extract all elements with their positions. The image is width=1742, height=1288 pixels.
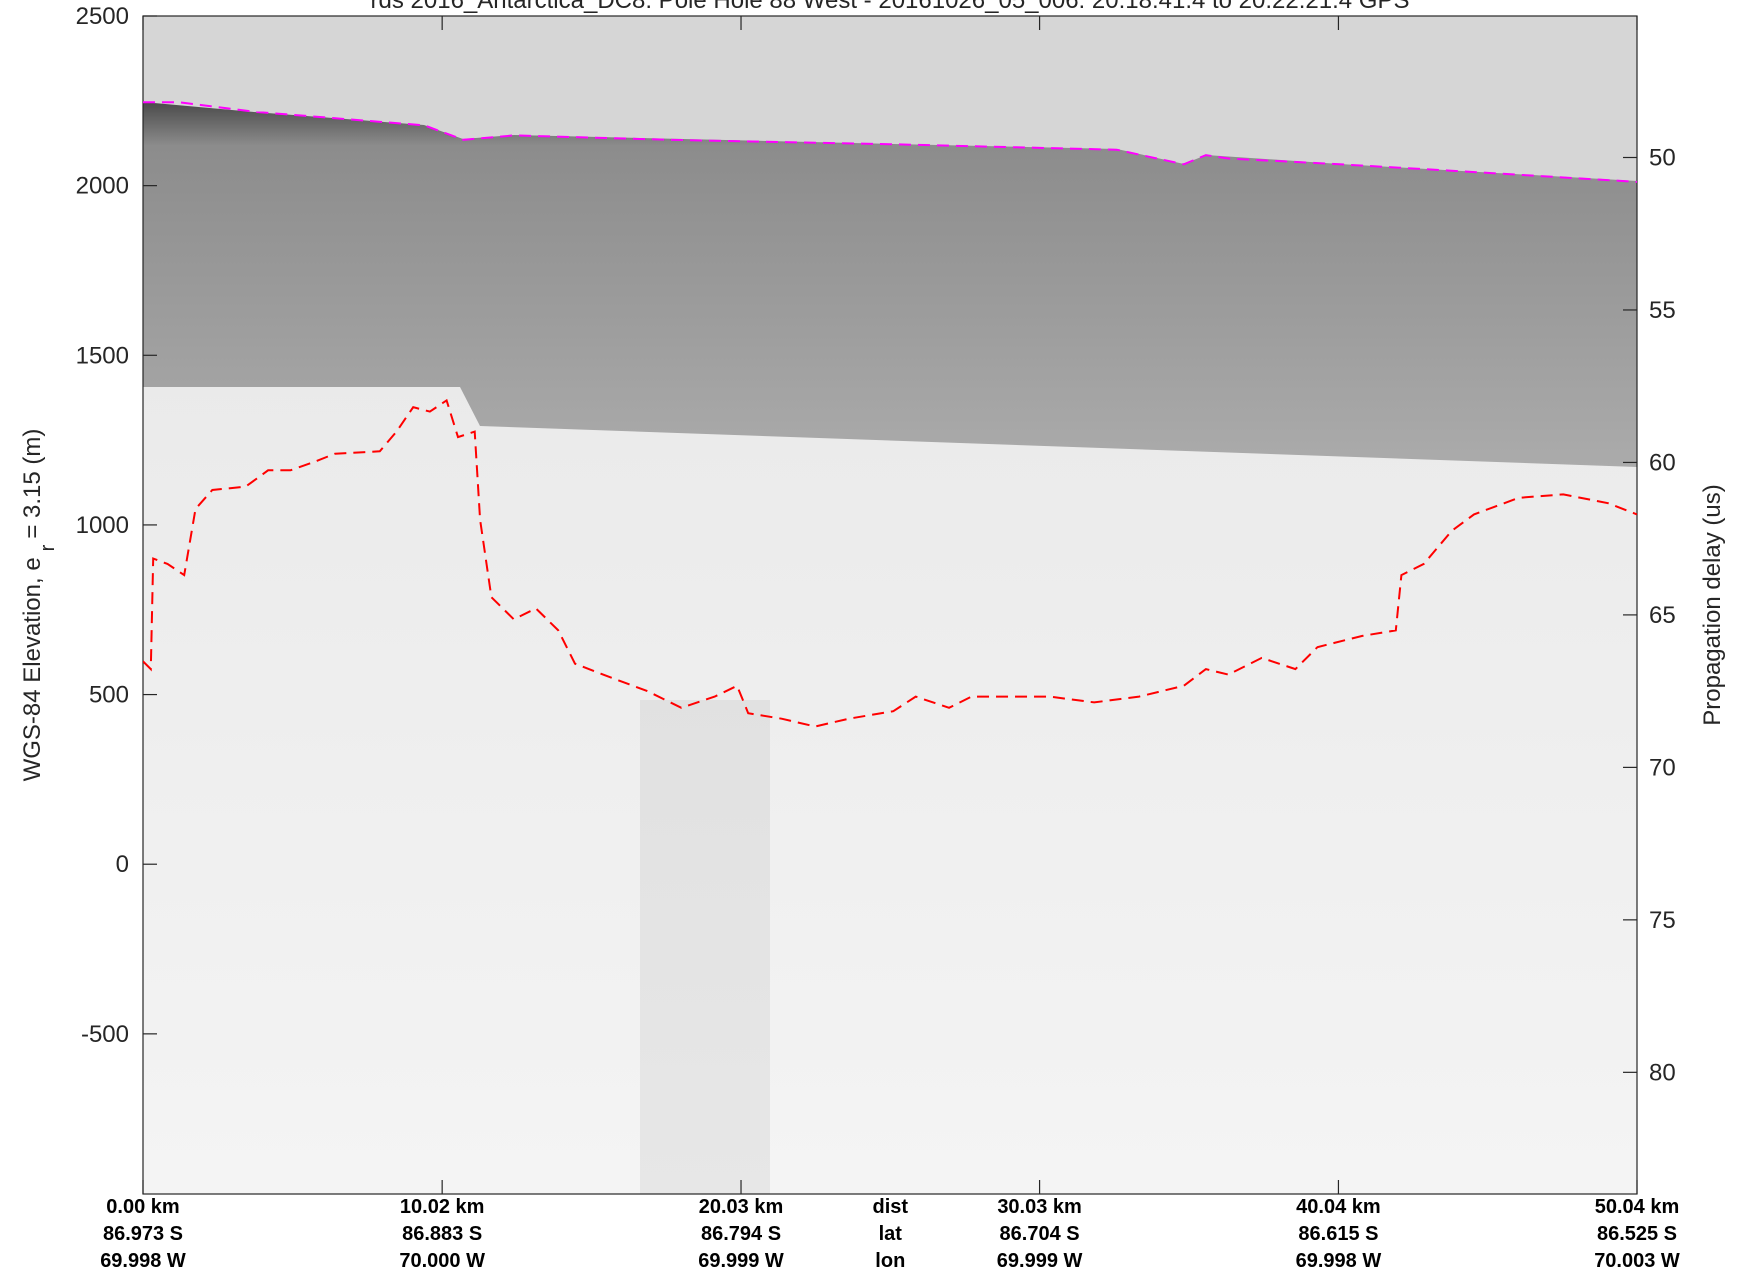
y2-tick-label: 60 [1649,449,1676,476]
y-tick-label: 0 [116,851,129,878]
y-tick-label: -500 [81,1021,129,1048]
y2-tick-label: 75 [1649,907,1676,934]
x-tick-label: 10.02 km [400,1196,485,1218]
x-tick-label: 86.704 S [1000,1223,1080,1245]
layer-line [143,398,1637,728]
x-tick-label: 40.04 km [1296,1196,1381,1218]
y-tick-label: 2000 [76,173,129,200]
x-tick-label: 69.999 W [997,1250,1083,1272]
y-axis-label: WGS-84 Elevation, e r = 3.15 (m) [19,429,59,782]
y-label-sub: r [37,544,59,551]
x-tick-label: 86.525 S [1597,1223,1677,1245]
y2-tick-label: 65 [1649,602,1676,629]
y-tick-label: 500 [89,682,129,709]
x-tick-label: 70.003 W [1594,1250,1680,1272]
row-name: dist [873,1196,909,1218]
x-tick-label: 70.000 W [399,1250,485,1272]
echogram [143,16,1637,1194]
y2-axis-label: Propagation delay (us) [1699,484,1726,725]
x-tick-label: 69.998 W [1296,1250,1382,1272]
x-tick-label: 86.973 S [103,1223,183,1245]
y-tick-label: 1500 [76,342,129,369]
y2-tick-label: 70 [1649,754,1676,781]
y2-tick-label: 80 [1649,1059,1676,1086]
x-tick-label: 86.794 S [701,1223,781,1245]
x-tick-label: 69.999 W [698,1250,784,1272]
y2-tick-label: 50 [1649,144,1676,171]
x-tick-label: 50.04 km [1595,1196,1680,1218]
row-name: lat [879,1223,903,1245]
x-tick-label: 86.883 S [402,1223,482,1245]
y-label-part: = 3.15 (m) [19,429,46,539]
x-tick-label: 20.03 km [699,1196,784,1218]
x-tick-label: 69.998 W [100,1250,186,1272]
x-tick-label: 86.615 S [1298,1223,1378,1245]
chart-title: rds 2016_Antarctica_DC8: Pole Hole 88 We… [371,0,1410,14]
plot-frame [142,15,1638,1195]
y-tick-label: 2500 [76,3,129,30]
y-label-part: WGS-84 Elevation, e [19,557,46,781]
x-tick-label: 30.03 km [997,1196,1082,1218]
y-tick-label: 1000 [76,512,129,539]
row-name: lon [875,1250,905,1272]
layer-line [143,101,1637,183]
x-tick-label: 0.00 km [106,1196,179,1218]
y2-tick-label: 55 [1649,297,1676,324]
